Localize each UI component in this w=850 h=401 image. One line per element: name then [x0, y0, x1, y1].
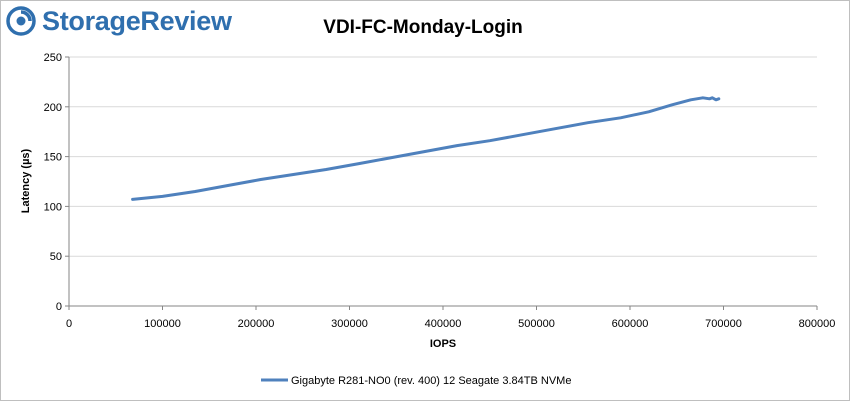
brand-name: StorageReview	[42, 5, 232, 36]
x-tick-label: 500000	[518, 318, 555, 330]
chart-title: VDI-FC-Monday-Login	[323, 17, 522, 38]
axes	[68, 57, 818, 310]
brand-logo: StorageReview	[6, 4, 232, 38]
x-axis-label: IOPS	[430, 338, 456, 350]
x-tick-labels: 0 100000 200000 300000 400000 500000 600000 700…	[66, 318, 835, 330]
legend-label: Gigabyte R281-NO0 (rev. 400) 12 Seagate …	[291, 375, 571, 387]
x-tick-label: 700000	[705, 318, 742, 330]
y-axis-label: Latency (µs)	[20, 148, 32, 213]
y-tick-label: 100	[44, 201, 62, 213]
x-tick-label: 300000	[331, 318, 368, 330]
x-tick-label: 100000	[144, 318, 181, 330]
x-tick-label: 800000	[799, 318, 836, 330]
x-tick-label: 200000	[238, 318, 275, 330]
series-group	[131, 96, 721, 201]
grid-lines	[65, 56, 817, 307]
y-tick-label: 150	[44, 152, 62, 164]
x-tick-label: 600000	[612, 318, 649, 330]
y-tick-label: 0	[56, 301, 62, 313]
legend: Gigabyte R281-NO0 (rev. 400) 12 Seagate …	[261, 375, 571, 387]
y-tick-label: 250	[44, 52, 62, 64]
series-line-0	[131, 96, 721, 201]
y-tick-label: 200	[44, 102, 62, 114]
y-tick-labels: 0 50 100 150 200 250	[44, 52, 62, 313]
x-tick-label: 400000	[425, 318, 462, 330]
storagereview-logo-icon	[6, 6, 36, 36]
x-tick-label: 0	[66, 318, 72, 330]
y-tick-label: 50	[50, 251, 62, 263]
